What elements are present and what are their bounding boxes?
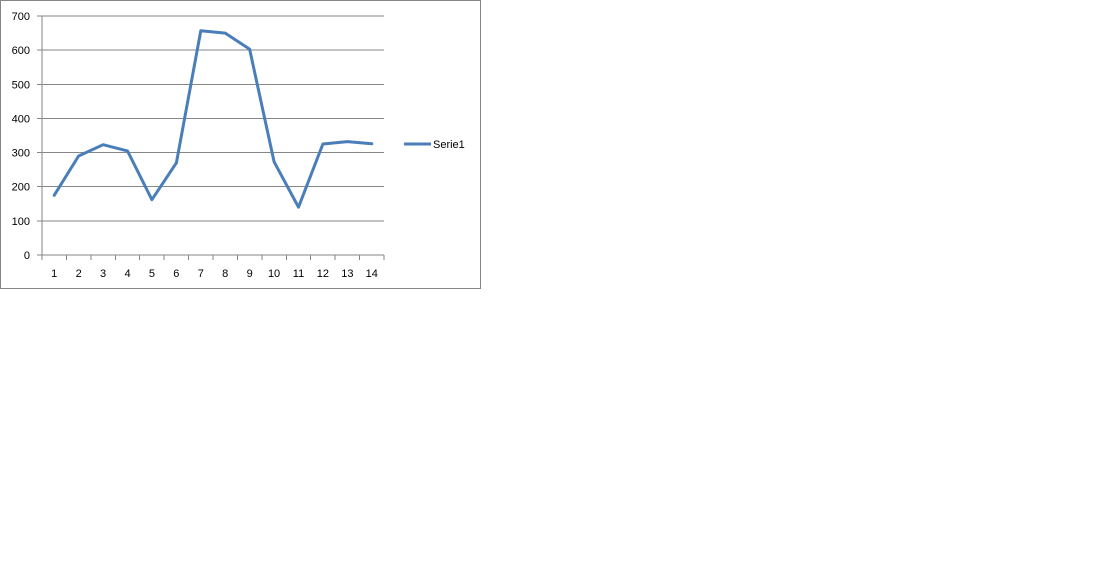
y-tick-label: 700 — [12, 11, 30, 23]
x-tick-label: 7 — [198, 268, 204, 280]
y-tick-label: 200 — [12, 182, 30, 194]
x-tick-label: 1 — [51, 268, 57, 280]
x-tick-label: 9 — [247, 268, 253, 280]
x-tick-label: 13 — [341, 268, 353, 280]
x-tick-label: 4 — [124, 268, 130, 280]
y-tick-label: 500 — [12, 79, 30, 91]
x-tick-label: 8 — [222, 268, 228, 280]
series-layer — [52, 29, 374, 209]
x-tick-label: 2 — [76, 268, 82, 280]
gridlines — [42, 15, 384, 222]
legend: Serie1 — [404, 139, 465, 151]
x-tick-label: 11 — [293, 268, 304, 280]
y-tick-label: 100 — [12, 216, 30, 228]
x-tick-label: 6 — [173, 268, 179, 280]
x-tick-label: 10 — [268, 268, 280, 280]
y-tick-label: 0 — [24, 250, 30, 262]
legend-label-serie1: Serie1 — [433, 139, 465, 151]
series-line-serie1 — [52, 29, 374, 209]
x-tick-label: 5 — [149, 268, 155, 280]
x-tick-label: 14 — [366, 268, 378, 280]
x-tick-label: 3 — [100, 268, 106, 280]
y-tick-label: 600 — [12, 45, 30, 57]
x-tick-label: 12 — [317, 268, 329, 280]
axes — [37, 15, 385, 260]
y-tick-label: 400 — [12, 113, 30, 125]
y-tick-label: 300 — [12, 148, 30, 160]
chart-area: 0 100 200 300 400 500 600 700 1 2 3 4 5 6 7 8 9 10 11 12 13… — [0, 0, 481, 289]
x-axis-ticks: 1 2 3 4 5 6 7 8 9 10 11 12 13 14 — [51, 268, 378, 280]
y-axis-ticks: 0 100 200 300 400 500 600 700 — [12, 11, 30, 262]
